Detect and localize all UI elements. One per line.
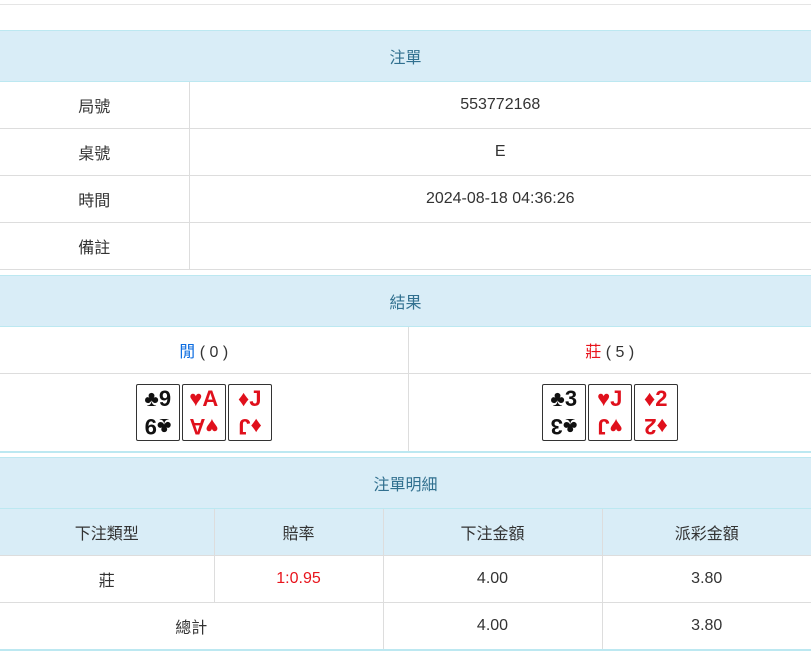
card-rank: 9 (158, 385, 172, 411)
round-value: 553772168 (188, 81, 811, 129)
top-divider (0, 4, 811, 5)
player-cards: ♣9 ♣9 ♥A ♥A ♦J ♦J (0, 373, 409, 453)
card-rank: J (249, 385, 262, 411)
col-payout: 派彩金額 (601, 508, 811, 556)
table-row: 莊 1:0.95 4.00 3.80 (0, 555, 811, 603)
card-face: ♦2 (635, 413, 677, 439)
total-payout: 3.80 (601, 602, 811, 651)
card-face: ♥J (589, 413, 631, 439)
time-value: 2024-08-18 04:36:26 (188, 175, 811, 223)
card-rank: J (597, 413, 610, 439)
suit-icon: ♣ (156, 413, 172, 439)
suit-icon: ♣ (550, 385, 565, 411)
card-face: ♦2 (635, 385, 677, 411)
total-label: 總計 (0, 602, 384, 651)
details-table: 注單明細 下注類型 賠率 下注金額 派彩金額 莊 1:0.95 4.00 3.8… (0, 457, 811, 651)
total-bet: 4.00 (382, 602, 603, 651)
card-rank: 2 (655, 385, 668, 411)
suit-icon: ♦ (656, 413, 668, 439)
total-row: 總計 4.00 3.80 (0, 602, 811, 651)
card-rank: A (202, 385, 219, 411)
suit-icon: ♦ (238, 385, 250, 411)
remark-value (188, 222, 811, 270)
table-value: E (188, 128, 811, 176)
col-bet-type: 下注類型 (0, 508, 215, 556)
suit-icon: ♥ (597, 385, 611, 411)
odds: 1:0.95 (213, 555, 384, 603)
suit-icon: ♥ (609, 413, 623, 439)
suit-icon: ♣ (144, 385, 159, 411)
order-table: 注單 局號 553772168 桌號 E 時間 2024-08-18 04:36:26… (0, 30, 811, 270)
order-title: 注單 (0, 30, 811, 82)
bet-amount: 4.00 (382, 555, 603, 603)
playing-card: ♦J ♦J (227, 383, 272, 441)
card-rank: 3 (564, 385, 578, 411)
col-bet-amount: 下注金額 (382, 508, 603, 556)
card-face: ♣3 (543, 413, 585, 439)
bet-type: 莊 (0, 555, 215, 603)
playing-card: ♣3 ♣3 (541, 383, 586, 441)
table-label: 桌號 (0, 128, 190, 176)
suit-icon: ♥ (189, 385, 203, 411)
card-face: ♦J (229, 413, 271, 439)
player-score: ( 0 ) (199, 344, 229, 361)
card-rank: J (238, 413, 251, 439)
details-title: 注單明細 (0, 457, 811, 509)
time-label: 時間 (0, 175, 190, 223)
playing-card: ♥A ♥A (181, 383, 226, 441)
banker-label: 莊 (585, 344, 602, 361)
payout: 3.80 (601, 555, 811, 603)
suit-icon: ♣ (562, 413, 578, 439)
banker-cards: ♣3 ♣3 ♥J ♥J ♦2 ♦2 (407, 373, 811, 453)
banker-header: 莊 ( 5 ) (407, 326, 811, 374)
card-rank: 9 (144, 413, 157, 439)
card-face: ♣9 (137, 413, 179, 439)
card-rank: 3 (550, 413, 563, 439)
banker-score: ( 5 ) (605, 344, 635, 361)
remark-label: 備註 (0, 222, 190, 270)
card-face: ♥J (589, 385, 631, 411)
result-table: 結果 閒 ( 0 ) 莊 ( 5 ) ♣9 ♣9 ♥A ♥A ♦J ♦J ♣3 ♣3 ♥J ♥J… (0, 275, 811, 453)
playing-card: ♦2 ♦2 (633, 383, 678, 441)
card-face: ♣3 (543, 385, 585, 411)
card-face: ♥A (183, 385, 225, 411)
player-header: 閒 ( 0 ) (0, 326, 409, 374)
player-label: 閒 (179, 344, 196, 361)
card-face: ♦J (229, 385, 271, 411)
suit-icon: ♦ (250, 413, 262, 439)
card-rank: A (189, 413, 206, 439)
card-rank: 2 (644, 413, 657, 439)
card-rank: J (610, 385, 623, 411)
playing-card: ♥J ♥J (587, 383, 632, 441)
result-title: 結果 (0, 275, 811, 327)
playing-card: ♣9 ♣9 (135, 383, 180, 441)
card-face: ♥A (183, 413, 225, 439)
suit-icon: ♥ (205, 413, 219, 439)
col-odds: 賠率 (213, 508, 384, 556)
round-label: 局號 (0, 81, 190, 129)
card-face: ♣9 (137, 385, 179, 411)
suit-icon: ♦ (644, 385, 656, 411)
